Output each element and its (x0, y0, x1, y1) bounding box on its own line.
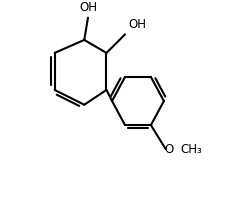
Text: OH: OH (129, 18, 147, 31)
Text: OH: OH (79, 1, 97, 14)
Text: CH₃: CH₃ (180, 143, 202, 156)
Text: O: O (164, 143, 173, 156)
